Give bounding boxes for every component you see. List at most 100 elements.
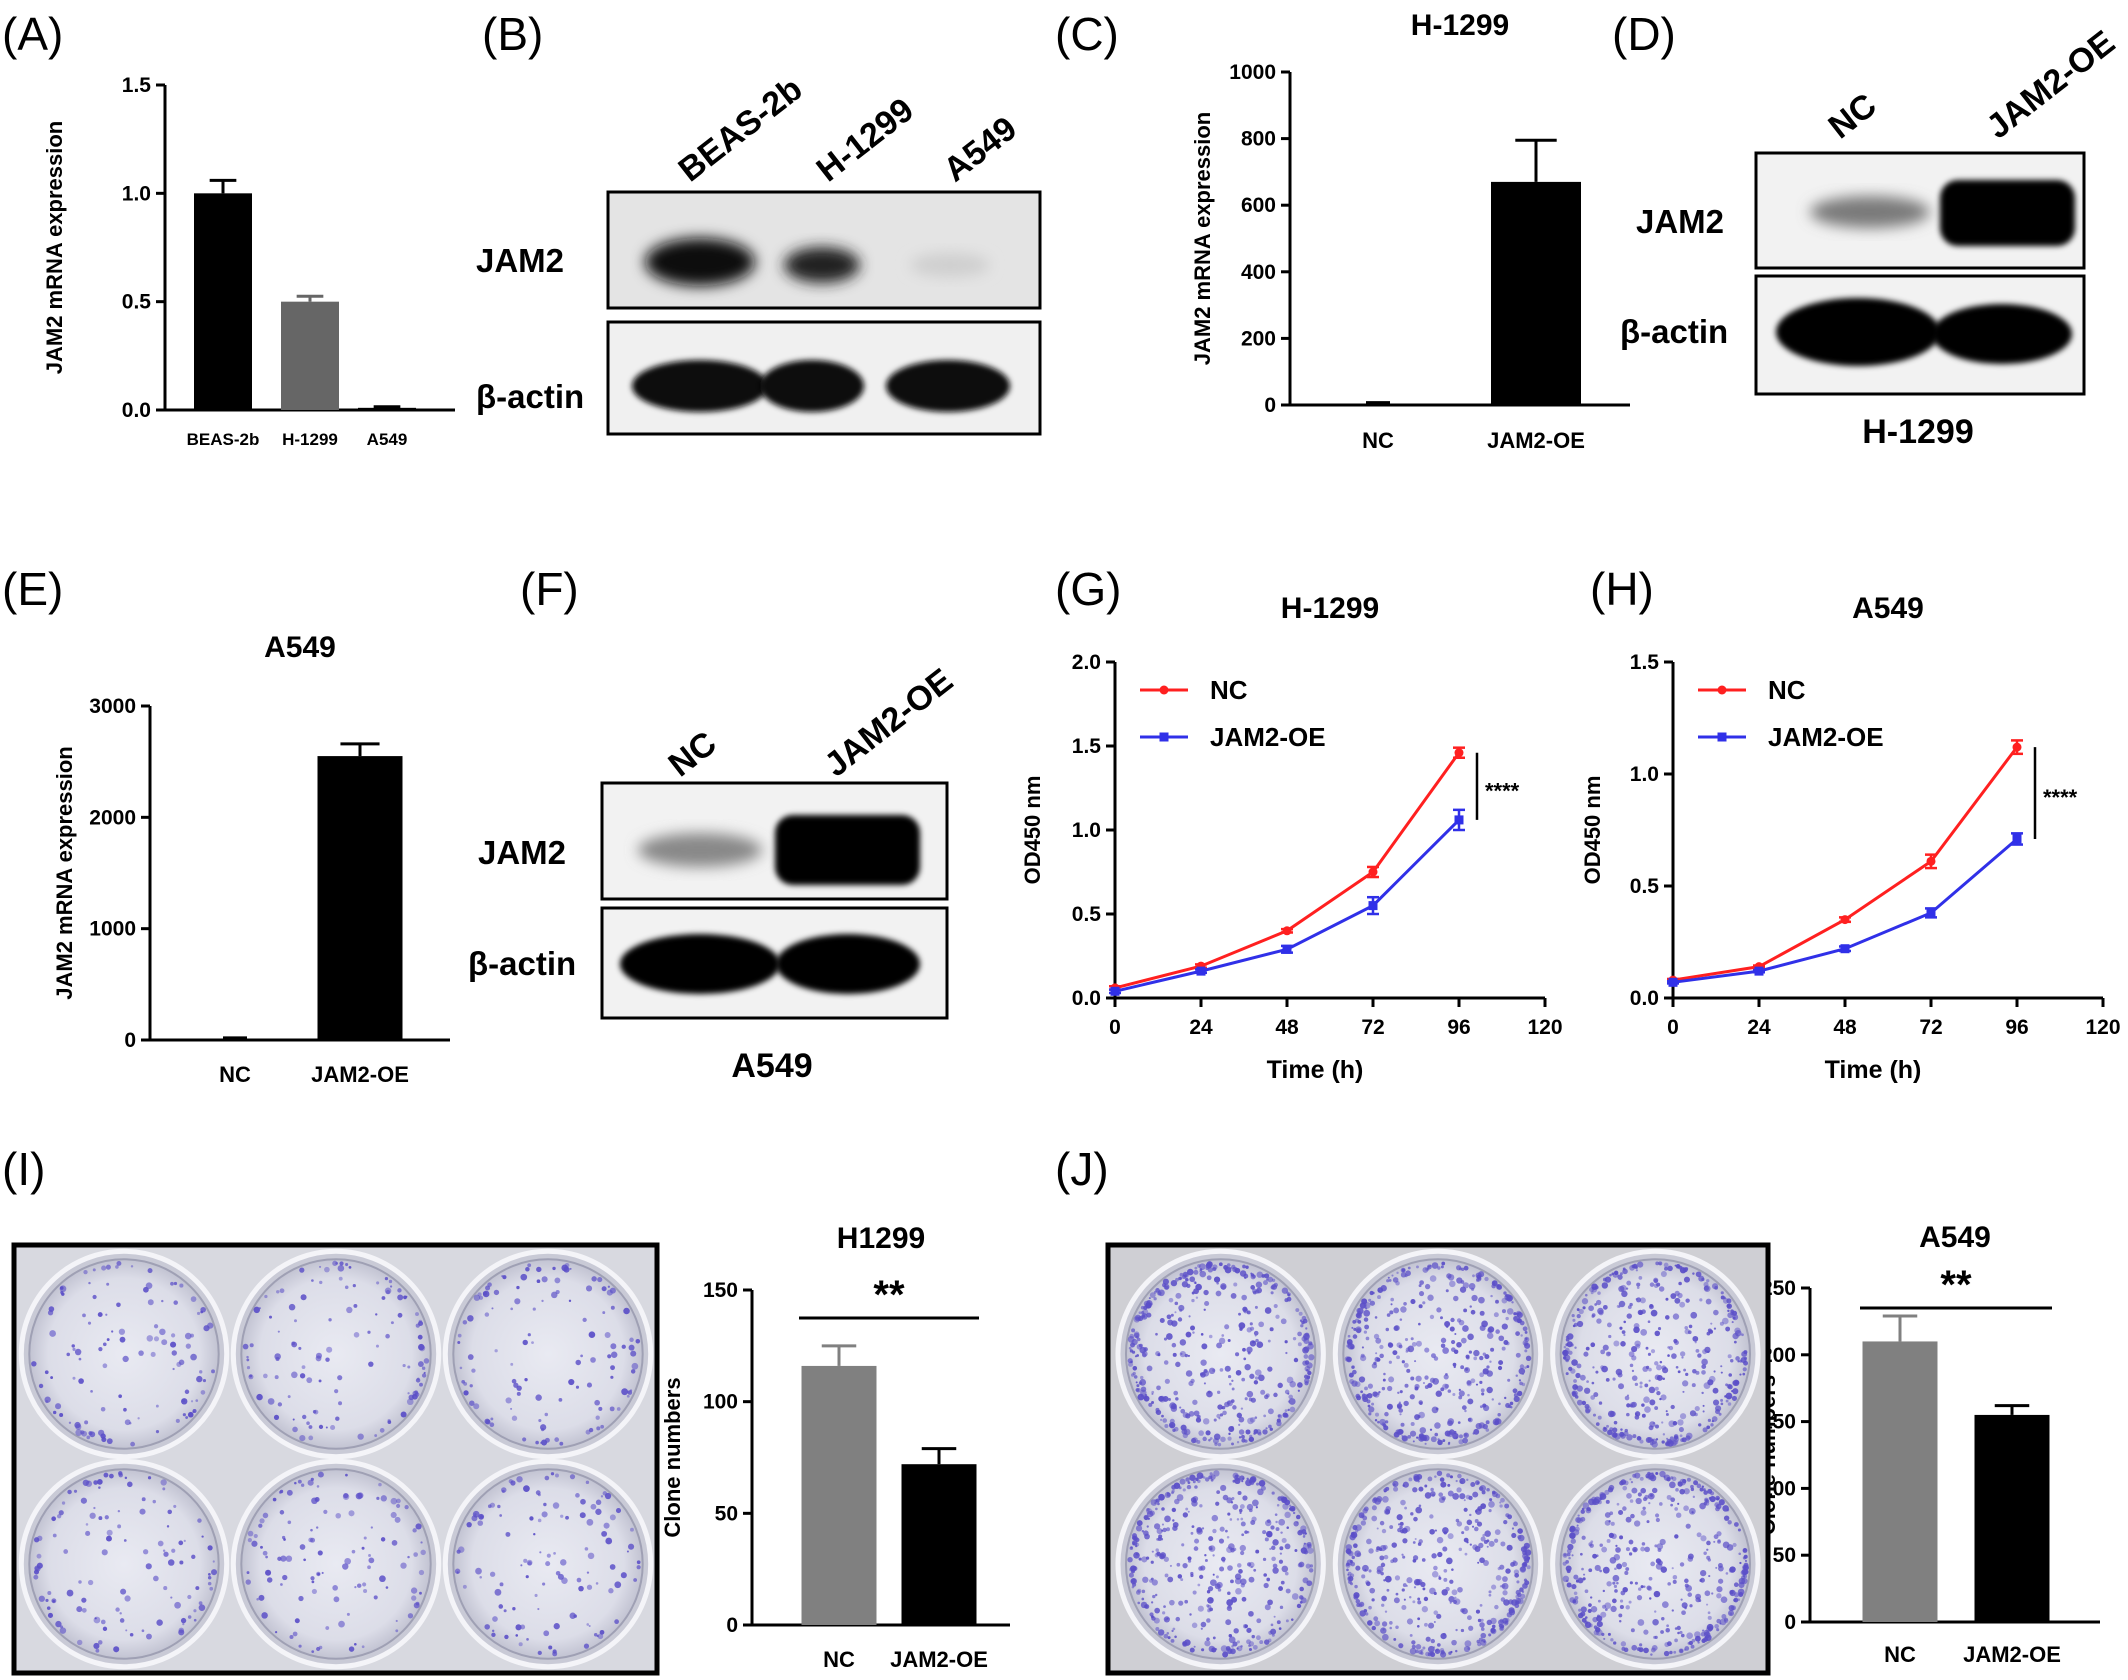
- colony: [376, 1281, 380, 1285]
- colony: [265, 1569, 272, 1576]
- colony: [1347, 1573, 1350, 1576]
- colony: [1475, 1383, 1479, 1386]
- colony: [1187, 1481, 1191, 1485]
- colony: [529, 1516, 534, 1521]
- colony: [1175, 1616, 1181, 1622]
- colony: [1242, 1306, 1248, 1312]
- colony: [1499, 1618, 1504, 1623]
- bar: [801, 1365, 877, 1625]
- colony: [541, 1276, 548, 1283]
- colony: [311, 1580, 315, 1584]
- colony: [630, 1527, 634, 1532]
- colony: [1192, 1590, 1197, 1595]
- colony: [1424, 1385, 1429, 1390]
- colony: [251, 1540, 258, 1547]
- colony: [515, 1624, 522, 1631]
- colony: [1722, 1505, 1729, 1512]
- colony: [1583, 1387, 1591, 1394]
- colony: [1430, 1638, 1435, 1644]
- colony: [1447, 1418, 1455, 1425]
- colony: [1285, 1619, 1289, 1623]
- colony: [1273, 1615, 1276, 1618]
- colony: [1242, 1347, 1246, 1352]
- colony: [1649, 1474, 1657, 1482]
- western-blot-b: BEAS-2b H-1299 A549 JAM2 β-actin: [476, 70, 1042, 436]
- colony: [1227, 1436, 1232, 1441]
- colony: [1184, 1274, 1188, 1278]
- colony: [1677, 1292, 1683, 1299]
- colony: [1289, 1380, 1296, 1388]
- band-actin-oe: [1932, 304, 2072, 364]
- colony: [1440, 1387, 1445, 1392]
- colony: [389, 1285, 393, 1288]
- colony: [1250, 1481, 1255, 1486]
- colony: [1620, 1341, 1626, 1347]
- colony: [1498, 1402, 1501, 1406]
- colony: [335, 1416, 340, 1421]
- colony: [325, 1626, 330, 1630]
- colony: [1222, 1651, 1229, 1658]
- colony: [1603, 1637, 1606, 1641]
- colony: [1290, 1618, 1294, 1621]
- colony: [1133, 1552, 1140, 1559]
- colony: [1420, 1651, 1424, 1655]
- colony: [1720, 1365, 1723, 1368]
- colony: [1271, 1545, 1276, 1551]
- colony: [1182, 1412, 1189, 1419]
- colony: [579, 1512, 586, 1519]
- colony: [361, 1645, 365, 1649]
- colony: [287, 1395, 291, 1399]
- colony: [1416, 1265, 1419, 1269]
- colony: [1696, 1483, 1702, 1489]
- colony: [1171, 1507, 1177, 1513]
- colony: [1466, 1615, 1472, 1621]
- colony: [1468, 1495, 1473, 1501]
- colony: [1276, 1620, 1281, 1625]
- colony: [1668, 1420, 1676, 1428]
- colony: [630, 1350, 637, 1357]
- colony: [1581, 1298, 1589, 1305]
- colony: [1480, 1627, 1485, 1631]
- colony: [1393, 1307, 1400, 1314]
- colony: [1606, 1322, 1612, 1328]
- colony: [1606, 1424, 1609, 1428]
- colony: [286, 1489, 293, 1496]
- colony: [374, 1434, 378, 1437]
- colony: [1379, 1520, 1385, 1526]
- colony: [1595, 1370, 1599, 1374]
- colony: [267, 1398, 275, 1405]
- colony: [1501, 1582, 1509, 1590]
- colony: [1490, 1347, 1495, 1352]
- lane-label-a549: A549: [937, 109, 1024, 189]
- colony: [1163, 1337, 1168, 1341]
- colony: [1467, 1393, 1470, 1397]
- colony: [1571, 1554, 1574, 1557]
- colony: [299, 1434, 306, 1442]
- colony: [1625, 1516, 1632, 1523]
- colony: [1636, 1282, 1641, 1287]
- colony: [1514, 1603, 1520, 1609]
- colony: [1720, 1398, 1724, 1402]
- colony: [397, 1294, 404, 1301]
- colony: [1225, 1529, 1228, 1533]
- band-actin-oe: [776, 934, 920, 994]
- colony: [1409, 1394, 1415, 1400]
- colony: [1202, 1476, 1206, 1479]
- colony: [1254, 1416, 1258, 1419]
- colony: [1604, 1276, 1612, 1283]
- blot-row-label-jam2: JAM2: [1636, 203, 1724, 240]
- colony: [1143, 1395, 1148, 1400]
- x-axis-label: Time (h): [1825, 1056, 1922, 1084]
- colony: [1269, 1547, 1272, 1550]
- colony: [1687, 1556, 1694, 1562]
- colony: [1222, 1494, 1229, 1501]
- colony: [1159, 1418, 1163, 1421]
- colony: [1410, 1337, 1414, 1341]
- colony: [552, 1502, 560, 1509]
- colony: [1421, 1606, 1428, 1613]
- colony: [1200, 1627, 1203, 1630]
- colony: [1366, 1392, 1373, 1399]
- colony: [316, 1485, 320, 1488]
- colony: [105, 1313, 108, 1316]
- colony: [1612, 1574, 1620, 1582]
